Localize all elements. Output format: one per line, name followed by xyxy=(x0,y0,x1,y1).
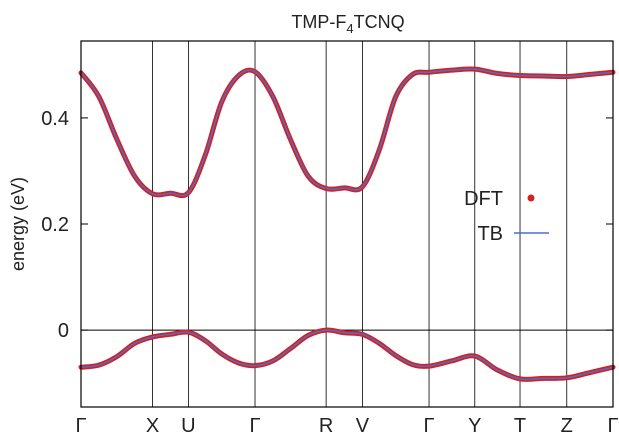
y-axis-label: energy (eV) xyxy=(8,177,28,271)
x-tick-label: V xyxy=(356,415,370,437)
x-tick-label: Γ xyxy=(424,415,435,437)
legend-label-dft: DFT xyxy=(464,188,503,210)
x-tick-label: Y xyxy=(468,415,481,437)
y-tick-label: 0.2 xyxy=(41,214,69,236)
legend: DFT TB xyxy=(464,188,549,245)
kpoint-grid-lines xyxy=(152,41,568,407)
chart-title-main: TMP-F xyxy=(291,12,346,32)
x-tick-label: U xyxy=(181,415,195,437)
x-tick-label: Γ xyxy=(607,415,618,437)
chart-title-subscript: 4 xyxy=(346,21,353,36)
y-ticks: 0 0.2 0.4 xyxy=(41,108,613,342)
plot-frame xyxy=(80,40,614,408)
bands-layer xyxy=(78,66,616,382)
dft-band-1 xyxy=(78,66,616,199)
x-tick-label: Γ xyxy=(75,415,86,437)
tb-band-1 xyxy=(80,68,614,197)
y-tick-label: 0 xyxy=(58,320,69,342)
tb-band-2 xyxy=(80,329,614,381)
legend-marker-dft xyxy=(527,194,535,202)
x-tick-label: R xyxy=(319,415,333,437)
dft-band-2 xyxy=(78,327,616,382)
chart-title-suffix: TCNQ xyxy=(354,12,405,32)
x-tick-label: Z xyxy=(561,415,573,437)
x-tick-label: Γ xyxy=(250,415,261,437)
chart-title: TMP-F4TCNQ xyxy=(291,12,404,36)
legend-label-tb: TB xyxy=(477,223,503,245)
y-tick-label: 0.4 xyxy=(41,108,69,130)
x-tick-label: T xyxy=(514,415,526,437)
x-tick-label: X xyxy=(146,415,159,437)
